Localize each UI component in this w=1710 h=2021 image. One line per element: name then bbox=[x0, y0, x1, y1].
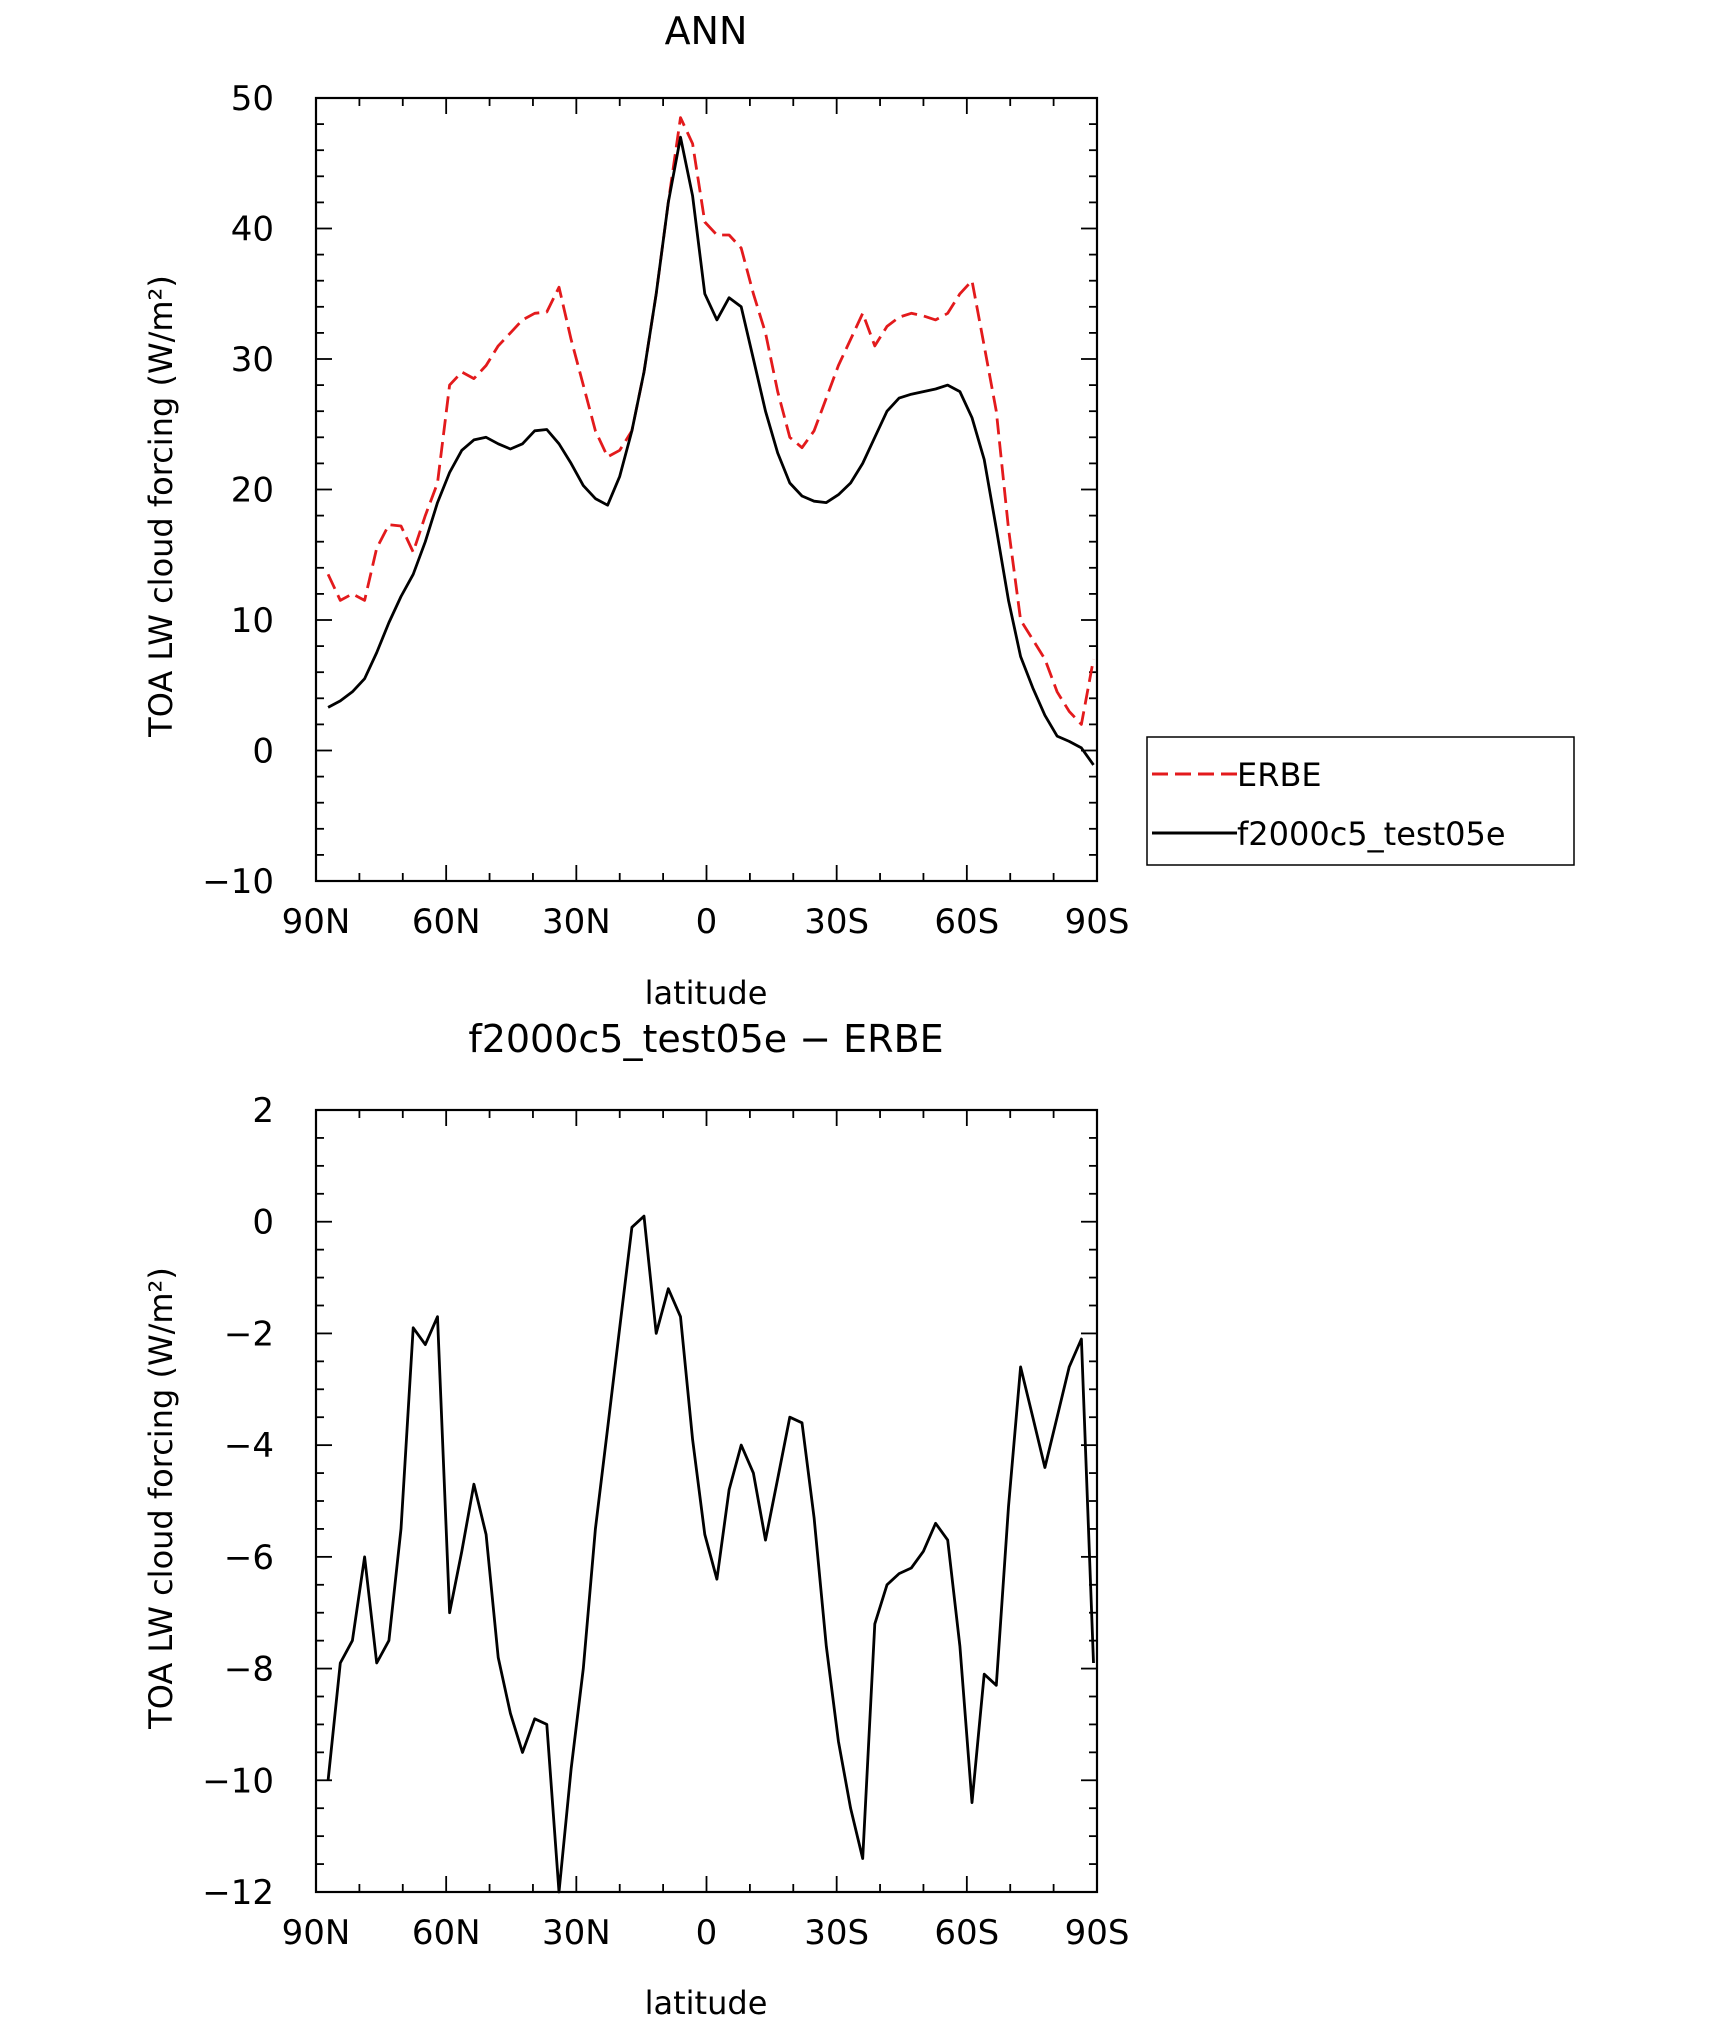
top-panel-x-tick-label: 90N bbox=[282, 902, 351, 942]
top-panel-axes: 90N 60N 30N 0 30S 60S 90S −10 0 10 20 30 40 50 bbox=[202, 79, 1129, 942]
bottom-panel-x-tick-label: 60S bbox=[934, 1913, 999, 1953]
bottom-panel-x-tick-label: 90N bbox=[282, 1913, 351, 1953]
legend: ERBE f2000c5_test05e bbox=[1146, 736, 1575, 866]
top-panel-x-tick-label: 60N bbox=[412, 902, 481, 942]
bottom-panel-difference: f2000c5_test05e − ERBE 90N 60N 30N 0 30S 60S 9… bbox=[142, 1017, 1129, 2021]
legend-label-erbe: ERBE bbox=[1237, 756, 1322, 794]
top-panel-y-tick-label: 0 bbox=[252, 732, 274, 772]
bottom-panel-y-tick-label: −6 bbox=[224, 1538, 274, 1578]
bottom-panel-y-tick-label: −2 bbox=[224, 1314, 274, 1354]
bottom-panel-y-tick-label: −10 bbox=[202, 1761, 274, 1801]
top-panel-x-tick-label: 0 bbox=[696, 902, 718, 942]
top-panel-x-tick-label: 90S bbox=[1065, 902, 1130, 942]
top-panel-y-tick-label: 50 bbox=[231, 79, 274, 119]
bottom-panel-x-tick-label: 90S bbox=[1065, 1913, 1130, 1953]
top-panel-y-tick-label: 30 bbox=[231, 340, 274, 380]
bottom-panel-y-tick-label: −8 bbox=[224, 1650, 274, 1690]
bottom-panel-y-axis-label: TOA LW cloud forcing (W/m²) bbox=[142, 1267, 180, 1730]
top-panel-y-tick-label: 10 bbox=[231, 601, 274, 641]
bottom-panel-x-tick-label: 30N bbox=[542, 1913, 611, 1953]
bottom-panel-x-tick-label: 60N bbox=[412, 1913, 481, 1953]
top-panel-ann: ANN 90N 60N 30N 0 30S 60S 90S −10 0 10 20 30 40 50 TO… bbox=[142, 9, 1575, 1012]
top-panel-series-line-erbe bbox=[326, 116, 1095, 726]
bottom-panel-x-tick-label: 0 bbox=[696, 1913, 718, 1953]
bottom-panel-series-line-difference bbox=[326, 1214, 1095, 1894]
bottom-panel-x-tick-label: 30S bbox=[804, 1913, 869, 1953]
top-panel-x-tick-label: 30S bbox=[804, 902, 869, 942]
bottom-panel-y-tick-label: −4 bbox=[224, 1426, 274, 1466]
legend-box bbox=[1146, 736, 1575, 866]
bottom-panel-y-tick-label: −12 bbox=[202, 1873, 274, 1913]
top-panel-y-tick-label: 20 bbox=[231, 471, 274, 511]
top-panel-series-line-f2000c5-test05e bbox=[327, 135, 1095, 766]
top-panel-y-tick-label: 40 bbox=[231, 210, 274, 250]
top-panel-y-axis-label: TOA LW cloud forcing (W/m²) bbox=[142, 275, 180, 738]
top-panel-plot-frame bbox=[314, 96, 1099, 883]
bottom-panel-title: f2000c5_test05e − ERBE bbox=[468, 1017, 943, 1061]
legend-label-f2000c5-test05e: f2000c5_test05e bbox=[1237, 815, 1506, 853]
top-panel-y-tick-label: −10 bbox=[202, 862, 274, 902]
bottom-panel-plot-frame bbox=[314, 1108, 1099, 1894]
top-panel-x-axis-label: latitude bbox=[645, 974, 768, 1012]
top-panel-title: ANN bbox=[665, 9, 748, 53]
bottom-panel-x-axis-label: latitude bbox=[645, 1984, 768, 2021]
bottom-panel-y-tick-label: 2 bbox=[252, 1091, 274, 1131]
top-panel-x-tick-label: 60S bbox=[934, 902, 999, 942]
top-panel-x-tick-label: 30N bbox=[542, 902, 611, 942]
bottom-panel-axes: 90N 60N 30N 0 30S 60S 90S −12 −10 −8 −6 −4 −2 0 2 bbox=[202, 1091, 1129, 1953]
bottom-panel-y-tick-label: 0 bbox=[252, 1203, 274, 1243]
